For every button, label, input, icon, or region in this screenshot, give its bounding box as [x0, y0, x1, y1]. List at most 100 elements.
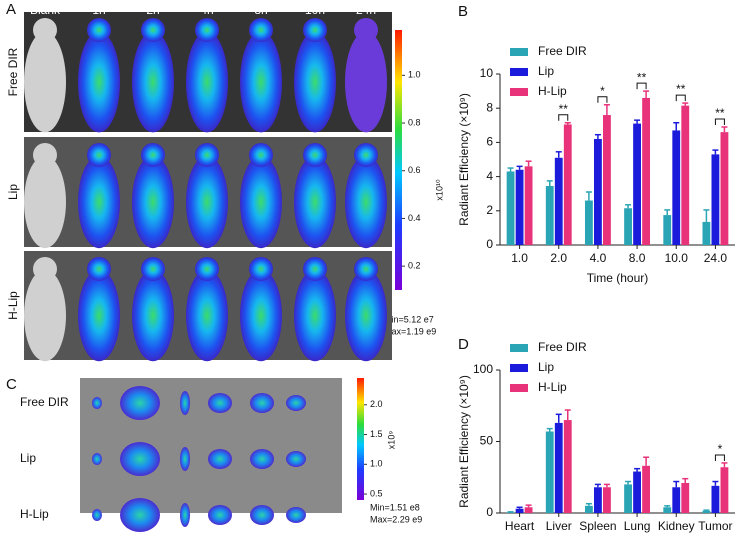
bar	[624, 208, 632, 245]
mouse-head	[195, 257, 219, 281]
y-axis-label: Radiant Efficiency (×10⁹)	[457, 375, 471, 508]
x-tick-label: 24.0	[704, 251, 728, 265]
bar	[563, 420, 572, 513]
bar	[681, 105, 690, 245]
row-label: Lip	[6, 184, 20, 200]
bar	[563, 124, 572, 245]
colorbar-unit: x10¹⁰	[434, 179, 444, 201]
mouse-body	[294, 155, 336, 249]
mouse-head	[303, 257, 327, 281]
y-tick-label: 4	[486, 169, 493, 183]
mouse-body	[78, 269, 120, 362]
bar	[603, 487, 611, 513]
bar	[663, 507, 672, 513]
legend-swatch	[510, 88, 528, 96]
organ	[286, 451, 306, 467]
y-tick-label: 100	[473, 362, 493, 376]
bar	[711, 154, 720, 245]
bar	[633, 471, 641, 513]
bar	[603, 115, 611, 245]
mouse-body	[186, 155, 228, 249]
significance-label: **	[715, 106, 725, 120]
mouse-head	[195, 143, 219, 167]
organ	[286, 395, 306, 411]
bar	[702, 510, 711, 513]
column-label: Blank	[30, 3, 61, 17]
mouse-head	[249, 143, 273, 167]
significance-bracket	[675, 94, 686, 102]
significance-label: **	[637, 70, 647, 84]
column-label: 2h	[146, 3, 159, 17]
colorbar-tick-label: 0.2	[408, 261, 421, 271]
mouse-head	[195, 18, 219, 42]
x-tick-label: 2.0	[550, 251, 567, 265]
mouse-body	[345, 31, 387, 133]
organ	[180, 503, 190, 527]
bar	[663, 215, 672, 245]
mouse-body	[132, 31, 174, 133]
legend-swatch	[510, 364, 528, 372]
legend-swatch	[510, 344, 528, 352]
mouse-head	[33, 18, 57, 42]
legend-label: Free DIR	[538, 44, 587, 58]
x-tick-label: Heart	[505, 519, 535, 533]
y-tick-label: 10	[480, 66, 494, 80]
significance-label: **	[559, 102, 569, 116]
panel-label: D	[458, 336, 469, 353]
mouse-body	[294, 269, 336, 362]
mouse-head	[33, 143, 57, 167]
significance-bracket	[714, 118, 725, 126]
panel-label: A	[6, 1, 16, 18]
legend-label: Lip	[538, 360, 554, 374]
organ	[92, 453, 102, 465]
mouse-body	[186, 31, 228, 133]
bar	[515, 508, 524, 513]
mouse-head	[141, 18, 165, 42]
bar	[506, 512, 515, 513]
bar	[506, 171, 515, 245]
legend-label: H-Lip	[538, 84, 567, 98]
organ	[250, 449, 274, 469]
bar	[594, 487, 602, 513]
organ	[208, 393, 232, 413]
x-axis-label: Time (hour)	[587, 271, 649, 285]
row-label: H-Lip	[20, 507, 49, 521]
bar	[545, 186, 554, 245]
mouse-body	[240, 31, 282, 133]
x-tick-label: Lung	[624, 519, 651, 533]
bar	[584, 505, 593, 513]
x-tick-label: Kidney	[658, 519, 695, 533]
max-text: Max=2.29 e9	[370, 514, 422, 524]
mouse-body	[345, 155, 387, 249]
mouse-body	[24, 31, 66, 133]
mouse-head	[303, 143, 327, 167]
bar	[642, 465, 651, 513]
bar	[681, 482, 690, 513]
mouse-body	[78, 155, 120, 249]
column-label: 4h	[200, 3, 213, 17]
y-axis-label: Radiant Efficiency (×10⁹)	[457, 93, 471, 226]
column-label: 8h	[254, 3, 267, 17]
colorbar-tick-label: 0.5	[370, 488, 383, 498]
significance-bracket	[597, 96, 608, 103]
colorbar-tick-label: 1.0	[370, 459, 383, 469]
bar	[515, 169, 524, 245]
column-label: 1h	[92, 3, 105, 17]
bar	[524, 166, 533, 245]
significance-bracket	[714, 454, 725, 461]
mouse-head	[303, 18, 327, 42]
mouse-head	[87, 143, 111, 167]
mouse-body	[24, 155, 66, 249]
row-label: Free DIR	[6, 47, 20, 96]
panel-label: C	[6, 376, 17, 393]
colorbar-tick-label: 0.6	[408, 165, 421, 175]
legend-label: H-Lip	[538, 380, 567, 394]
x-tick-label: 8.0	[629, 251, 646, 265]
min-text: Min=5.12 e7	[384, 314, 434, 324]
x-tick-label: Tumor	[698, 519, 732, 533]
significance-bracket	[558, 114, 569, 121]
significance-label: *	[600, 84, 605, 98]
x-tick-label: 4.0	[590, 251, 607, 265]
mouse-head	[87, 18, 111, 42]
colorbar-tick-label: 1.0	[408, 70, 421, 80]
